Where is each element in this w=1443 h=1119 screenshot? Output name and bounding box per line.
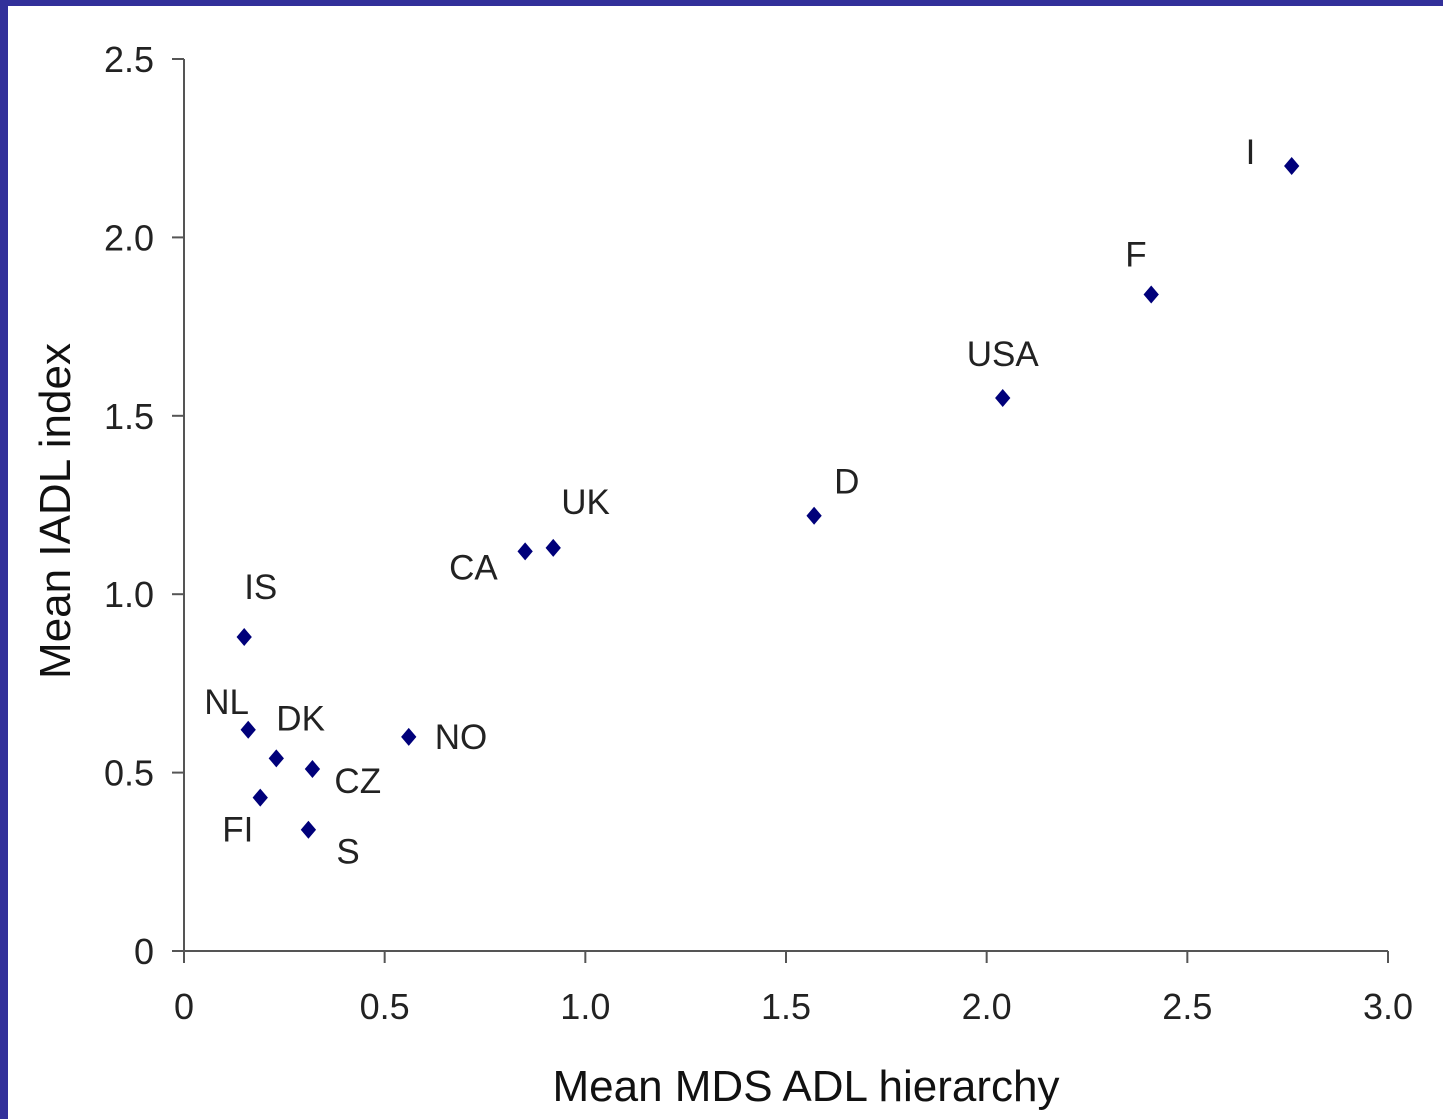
- data-point-d: [806, 506, 822, 525]
- data-point-s: [300, 820, 317, 839]
- y-axis-title: Mean IADL index: [31, 343, 80, 679]
- data-label-usa: USA: [967, 335, 1040, 374]
- data-point-ca: [517, 542, 533, 561]
- axes: [183, 59, 1388, 952]
- data-point-is: [236, 628, 252, 647]
- data-point-usa: [995, 388, 1011, 407]
- y-tick-label: 1.5: [104, 396, 154, 437]
- x-tick-label: 0: [174, 986, 194, 1027]
- points: [236, 157, 1300, 839]
- data-label-fi: FI: [222, 811, 253, 850]
- data-label-i: I: [1246, 133, 1256, 172]
- data-point-i: [1284, 157, 1300, 176]
- y-tick-label: 0.5: [104, 753, 154, 794]
- data-label-s: S: [336, 833, 359, 872]
- data-label-is: IS: [244, 568, 277, 607]
- y-tick-label: 2.5: [104, 39, 154, 80]
- x-tick-label: 0.5: [360, 986, 410, 1027]
- data-label-uk: UK: [561, 483, 610, 522]
- data-point-nl: [240, 720, 256, 739]
- y-tick-label: 0: [134, 931, 154, 972]
- data-point-uk: [545, 538, 561, 557]
- x-tick-label: 2.5: [1162, 986, 1212, 1027]
- data-point-fi: [252, 788, 268, 807]
- data-point-no: [401, 727, 417, 746]
- x-tick-label: 1.0: [560, 986, 610, 1027]
- data-point-cz: [304, 760, 321, 779]
- data-point-dk: [268, 749, 284, 768]
- data-label-no: NO: [435, 718, 488, 757]
- ticks: 0 0.5 1.0 1.5 2.0 2.5 3.0 0 0.5 1.0 1.5 2.0 2.5: [104, 39, 1413, 1027]
- x-tick-label: 1.5: [761, 986, 811, 1027]
- scatter-chart: 0 0.5 1.0 1.5 2.0 2.5 3.000.51.01.52.02.5 ISNL…: [31, 39, 1413, 1111]
- data-label-dk: DK: [276, 699, 325, 738]
- chart-panel: 0 0.5 1.0 1.5 2.0 2.5 3.0 0 0.5 1.0 1.5 2.0 2.5 IS NL…: [8, 6, 1443, 1119]
- data-label-cz: CZ: [334, 762, 381, 801]
- x-tick-label: 3.0: [1363, 986, 1413, 1027]
- y-tick-label: 1.0: [104, 574, 154, 615]
- y-tick-label: 2.0: [104, 217, 154, 258]
- data-label-ca: CA: [449, 548, 498, 587]
- x-tick-label: 2.0: [962, 986, 1012, 1027]
- x-axis-title: Mean MDS ADL hierarchy: [552, 1062, 1059, 1111]
- data-label-d: D: [834, 463, 859, 502]
- data-label-f: F: [1125, 235, 1146, 274]
- data-label-nl: NL: [204, 683, 249, 722]
- data-point-f: [1143, 285, 1159, 304]
